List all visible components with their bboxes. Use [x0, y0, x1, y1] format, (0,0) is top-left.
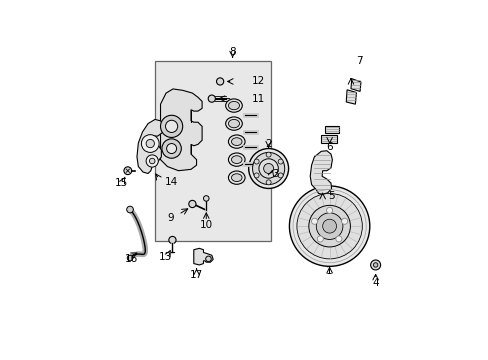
Text: 16: 16 — [124, 254, 138, 264]
Ellipse shape — [228, 120, 239, 128]
Circle shape — [370, 260, 380, 270]
Ellipse shape — [228, 153, 244, 166]
Circle shape — [205, 256, 211, 262]
Ellipse shape — [225, 117, 242, 130]
Text: 15: 15 — [114, 178, 127, 188]
Bar — [155, 61, 271, 242]
Ellipse shape — [231, 138, 242, 145]
Circle shape — [265, 180, 270, 185]
Circle shape — [296, 193, 362, 259]
Text: 1: 1 — [325, 266, 332, 276]
Polygon shape — [137, 120, 163, 174]
Polygon shape — [321, 135, 336, 143]
Circle shape — [208, 95, 215, 102]
Ellipse shape — [228, 171, 244, 184]
Circle shape — [373, 263, 377, 267]
Text: 10: 10 — [199, 220, 212, 230]
Text: 4: 4 — [371, 278, 378, 288]
Circle shape — [289, 186, 369, 266]
Polygon shape — [350, 79, 360, 91]
Ellipse shape — [228, 102, 239, 110]
Text: 9: 9 — [167, 213, 174, 223]
Text: 7: 7 — [355, 56, 362, 66]
Circle shape — [322, 219, 336, 233]
Polygon shape — [325, 126, 339, 133]
Circle shape — [168, 237, 176, 244]
Text: 17: 17 — [189, 270, 203, 280]
Text: 13: 13 — [159, 252, 172, 262]
Circle shape — [308, 205, 350, 247]
Circle shape — [311, 218, 317, 224]
Circle shape — [188, 201, 196, 208]
Circle shape — [149, 158, 155, 164]
Circle shape — [335, 236, 341, 242]
Circle shape — [326, 207, 332, 213]
Circle shape — [254, 173, 259, 178]
Polygon shape — [160, 89, 202, 171]
Circle shape — [316, 213, 342, 239]
Ellipse shape — [231, 174, 242, 181]
Text: 6: 6 — [325, 142, 332, 152]
Text: 12: 12 — [252, 76, 265, 86]
Text: 3: 3 — [272, 169, 278, 179]
Circle shape — [165, 120, 177, 132]
Circle shape — [126, 206, 133, 213]
Circle shape — [278, 173, 283, 178]
Circle shape — [146, 139, 154, 148]
Circle shape — [160, 115, 183, 138]
Polygon shape — [346, 90, 356, 104]
Text: 2: 2 — [265, 139, 271, 149]
Circle shape — [216, 78, 224, 85]
Polygon shape — [193, 248, 213, 265]
Circle shape — [248, 149, 288, 188]
Circle shape — [127, 255, 133, 261]
Ellipse shape — [228, 135, 244, 148]
Circle shape — [123, 167, 131, 175]
Text: 11: 11 — [252, 94, 265, 104]
Circle shape — [254, 159, 259, 164]
Circle shape — [265, 152, 270, 157]
Polygon shape — [309, 151, 332, 194]
Circle shape — [146, 155, 158, 167]
Circle shape — [141, 135, 159, 152]
Text: 14: 14 — [164, 177, 178, 187]
Text: 5: 5 — [327, 191, 334, 201]
Text: 8: 8 — [229, 46, 235, 57]
Circle shape — [252, 152, 284, 185]
Circle shape — [341, 218, 347, 224]
Ellipse shape — [225, 99, 242, 112]
Circle shape — [203, 196, 208, 201]
Circle shape — [259, 159, 278, 178]
Circle shape — [162, 139, 181, 158]
Ellipse shape — [231, 156, 242, 163]
Circle shape — [166, 144, 176, 153]
Circle shape — [317, 236, 323, 242]
Circle shape — [263, 163, 273, 174]
Circle shape — [278, 159, 283, 164]
